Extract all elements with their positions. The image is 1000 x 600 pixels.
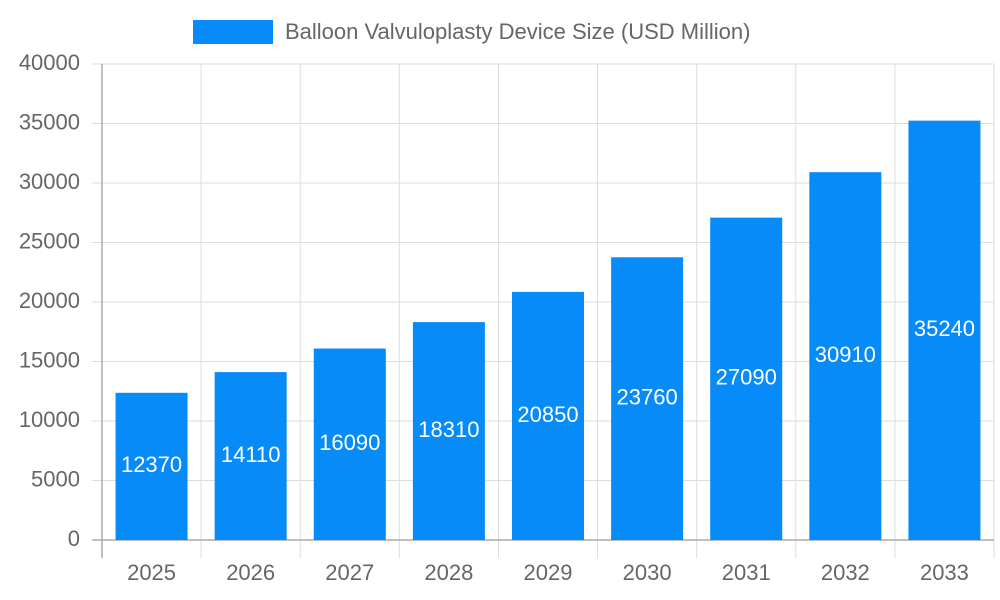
value-label: 12370: [121, 452, 182, 477]
x-tick-label: 2025: [127, 560, 176, 585]
y-tick-label: 10000: [19, 407, 80, 432]
x-tick-label: 2028: [424, 560, 473, 585]
x-tick-label: 2032: [821, 560, 870, 585]
value-label: 14110: [221, 442, 281, 467]
y-tick-label: 0: [68, 526, 80, 551]
bar: [313, 348, 386, 540]
y-tick-label: 35000: [19, 109, 80, 134]
y-tick-label: 25000: [19, 228, 80, 253]
y-tick-label: 40000: [19, 50, 80, 75]
y-tick-label: 5000: [31, 466, 80, 491]
x-tick-label: 2030: [623, 560, 672, 585]
y-tick-label: 20000: [19, 288, 80, 313]
value-label: 30910: [815, 342, 876, 367]
bar: [710, 217, 783, 540]
x-tick-label: 2026: [226, 560, 275, 585]
y-tick-label: 15000: [19, 347, 80, 372]
bar: [611, 257, 684, 540]
value-label: 18310: [418, 417, 479, 442]
value-label: 20850: [517, 402, 578, 427]
x-tick-label: 2027: [325, 560, 374, 585]
bar: [115, 392, 188, 540]
bar: [809, 172, 882, 540]
bar: [908, 120, 981, 541]
y-tick-label: 30000: [19, 169, 80, 194]
x-tick-label: 2031: [722, 560, 771, 585]
bar: [214, 372, 287, 540]
value-label: 16090: [319, 430, 380, 455]
bar: [512, 291, 584, 540]
value-label: 23760: [617, 384, 678, 409]
value-label: 27090: [716, 365, 777, 390]
x-tick-label: 2029: [524, 560, 573, 585]
legend-label: Balloon Valvuloplasty Device Size (USD M…: [285, 19, 750, 44]
legend-swatch: [193, 20, 273, 44]
value-label: 35240: [914, 316, 975, 341]
bar: [412, 322, 485, 540]
x-tick-label: 2033: [920, 560, 969, 585]
